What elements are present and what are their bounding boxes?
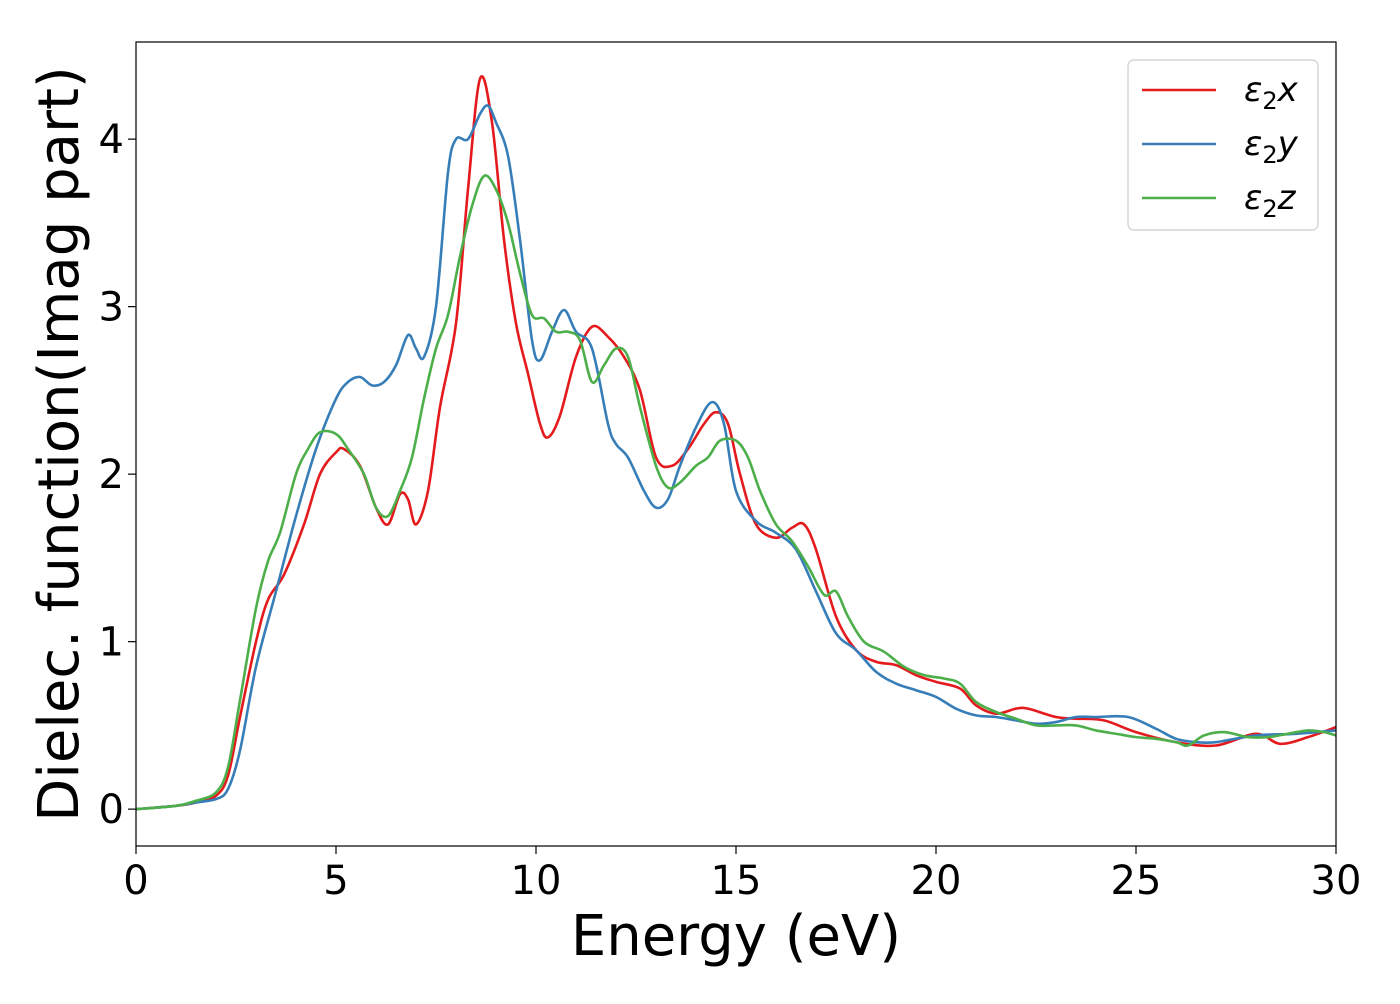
series-line-y <box>136 104 1336 811</box>
x-tick-label: 5 <box>323 858 348 904</box>
series-line-z <box>136 174 1336 811</box>
y-tick-label: 2 <box>99 452 124 498</box>
legend-label-y: ε2y <box>1244 124 1299 169</box>
x-axis-ticks: 0 5 10 15 20 25 30 <box>123 846 1361 904</box>
legend: ε2x ε2y ε2z <box>1127 59 1319 231</box>
x-axis-label: Energy (eV) <box>571 904 901 969</box>
x-tick-label: 15 <box>711 858 762 904</box>
series-layer <box>136 75 1336 811</box>
x-tick-label: 20 <box>911 858 962 904</box>
y-axis-label: Dielec. function(Imag part) <box>27 66 92 822</box>
y-tick-label: 3 <box>99 285 124 331</box>
x-tick-label: 30 <box>1311 858 1362 904</box>
x-tick-label: 25 <box>1111 858 1162 904</box>
legend-label-z: ε2z <box>1244 178 1297 223</box>
legend-box <box>1127 59 1319 231</box>
y-tick-label: 0 <box>99 787 124 833</box>
legend-label-x: ε2x <box>1244 70 1299 115</box>
y-tick-label: 1 <box>99 620 124 666</box>
x-tick-label: 0 <box>123 858 148 904</box>
y-tick-label: 4 <box>99 117 124 163</box>
y-axis-ticks: 0 1 2 3 4 <box>99 117 136 833</box>
x-tick-label: 10 <box>511 858 562 904</box>
